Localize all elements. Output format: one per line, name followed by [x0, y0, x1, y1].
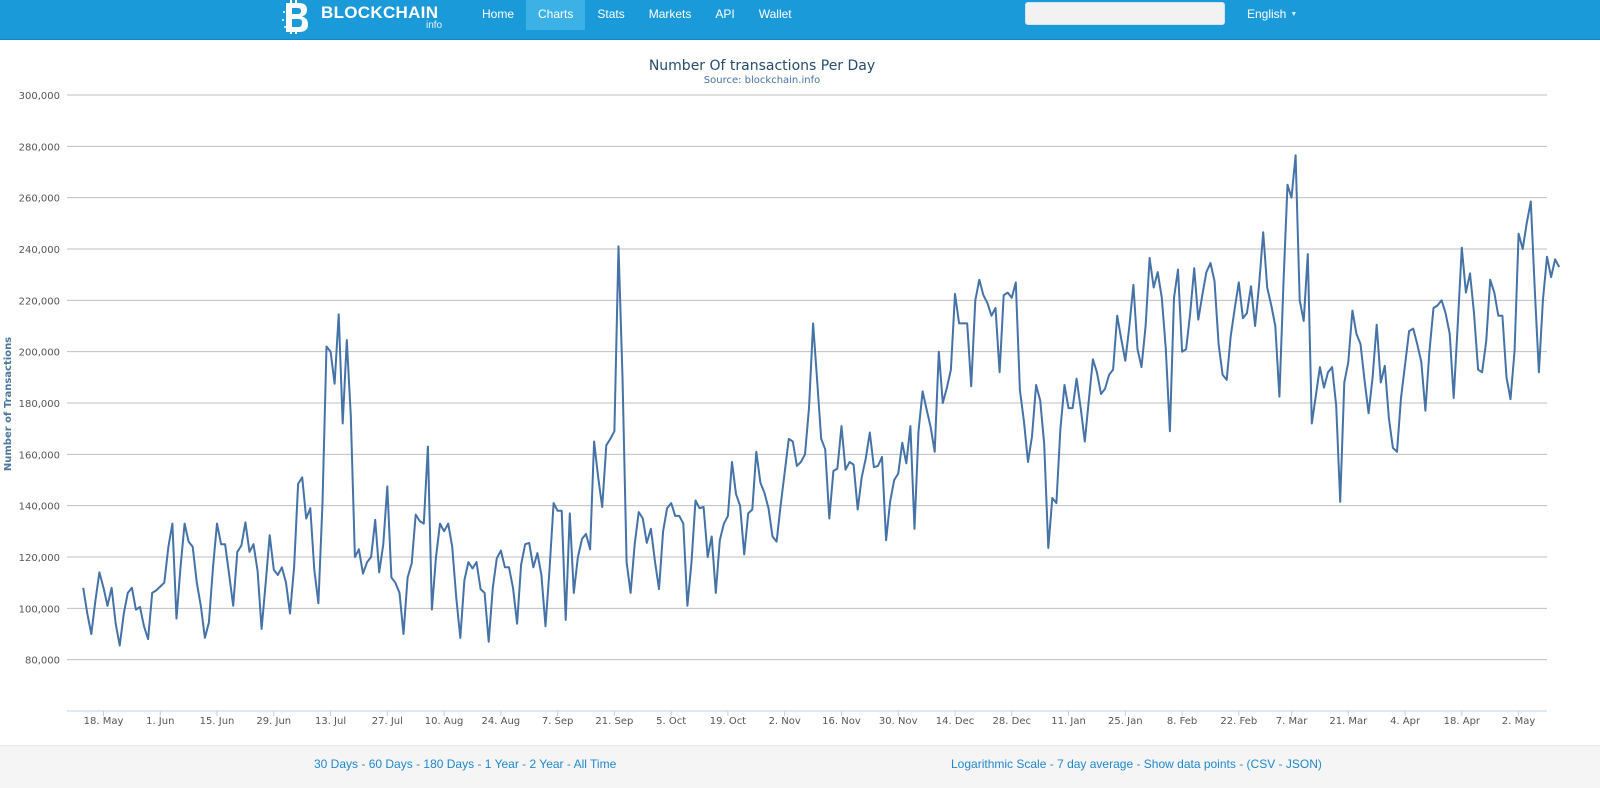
x-tick-label: 29. Jun [256, 716, 291, 727]
y-tick-label: 260,000 [19, 194, 60, 205]
x-tick-label: 22. Feb [1220, 716, 1257, 727]
x-tick-label: 10. Aug [425, 716, 464, 727]
x-tick-label: 16. Nov [822, 716, 861, 727]
range-60-days-link[interactable]: 60 Days [368, 757, 413, 771]
search-input[interactable] [1025, 2, 1225, 25]
y-tick-label: 80,000 [25, 656, 60, 667]
x-tick-label: 28. Dec [993, 716, 1031, 727]
x-tick-label: 7. Mar [1276, 716, 1308, 727]
csv-export-link[interactable]: CSV [1250, 757, 1276, 771]
x-tick-label: 24. Aug [482, 716, 521, 727]
x-tick-label: 18. Apr [1444, 716, 1481, 727]
x-tick-label: 4. Apr [1390, 716, 1421, 727]
logarithmic-scale-link[interactable]: Logarithmic Scale [951, 757, 1047, 771]
brand-subtitle: info [426, 20, 443, 31]
y-tick-labels: 80,000 100,000 120,000 140,000 160,000 180,00… [19, 91, 60, 667]
brand[interactable]: BLOCKCHAIN info [281, 0, 451, 40]
x-tick-label: 2. Nov [769, 716, 801, 727]
nav-item-stats[interactable]: Stats [597, 7, 625, 21]
x-tick-label: 19. Oct [710, 716, 746, 727]
x-tick-label: 27. Jul [372, 716, 403, 727]
range-30-days-link[interactable]: 30 Days [314, 757, 359, 771]
y-tick-label: 140,000 [19, 502, 60, 513]
y-tick-label: 100,000 [19, 604, 60, 615]
range-2-year-link[interactable]: 2 Year [529, 757, 564, 771]
x-tick-label: 5. Oct [656, 716, 686, 727]
x-tick-label: 15. Jun [200, 716, 235, 727]
range-1-year-link[interactable]: 1 Year [484, 757, 519, 771]
nav-item-home[interactable]: Home [482, 7, 515, 21]
nav-item-charts[interactable]: Charts [526, 0, 586, 30]
main-nav: Home Charts Stats Markets API Wallet [470, 0, 804, 30]
x-tick-label: 13. Jul [315, 716, 346, 727]
nav-item-api[interactable]: API [715, 7, 735, 21]
chart-subtitle: Source: blockchain.info [704, 75, 820, 86]
language-dropdown[interactable]: English ▼ [1247, 7, 1297, 21]
grid-lines [67, 94, 1547, 661]
seven-day-average-link[interactable]: 7 day average [1057, 757, 1134, 771]
json-export-link[interactable]: JSON [1285, 757, 1318, 771]
y-tick-label: 280,000 [19, 142, 60, 153]
x-tick-label: 25. Jan [1108, 716, 1143, 727]
time-range-links: 30 Days - 60 Days - 180 Days - 1 Year - … [314, 757, 617, 771]
x-tick-labels: 18. May 1. Jun 15. Jun 29. Jun 13. Jul 27. Ju… [84, 711, 1535, 727]
x-tick-label: 21. Mar [1329, 716, 1368, 727]
x-tick-label: 30. Nov [879, 716, 918, 727]
y-tick-label: 180,000 [19, 399, 60, 410]
x-tick-label: 21. Sep [595, 716, 633, 727]
range-180-days-link[interactable]: 180 Days [423, 757, 475, 771]
chart-option-links: Logarithmic Scale - 7 day average - Show… [951, 757, 1322, 771]
x-tick-label: 8. Feb [1167, 716, 1197, 727]
chevron-down-icon: ▼ [1290, 11, 1298, 18]
y-tick-label: 200,000 [19, 348, 60, 359]
language-label: English [1247, 7, 1287, 21]
y-tick-label: 300,000 [19, 91, 60, 102]
nav-item-wallet[interactable]: Wallet [758, 7, 792, 21]
chart-title: Number Of transactions Per Day [649, 58, 875, 74]
y-tick-label: 220,000 [19, 296, 60, 307]
y-tick-label: 160,000 [19, 450, 60, 461]
x-tick-label: 7. Sep [542, 716, 574, 727]
x-tick-label: 14. Dec [936, 716, 974, 727]
y-axis-label: Number of Transactions [3, 337, 14, 471]
range-all-time-link[interactable]: All Time [573, 757, 617, 771]
y-tick-label: 240,000 [19, 245, 60, 256]
nav-item-markets[interactable]: Markets [648, 7, 692, 21]
y-tick-label: 120,000 [19, 553, 60, 564]
series-line[interactable] [82, 154, 1561, 647]
bitcoin-b-logo-icon [282, 0, 308, 34]
chart-footer: 30 Days - 60 Days - 180 Days - 1 Year - … [0, 745, 1600, 788]
x-tick-label: 18. May [84, 716, 124, 727]
x-tick-label: 2. May [1502, 716, 1535, 727]
brand-name: BLOCKCHAIN [321, 3, 439, 22]
x-tick-label: 11. Jan [1051, 716, 1086, 727]
x-tick-label: 1. Jun [146, 716, 174, 727]
show-data-points-link[interactable]: Show data points [1143, 757, 1236, 771]
top-navbar: BLOCKCHAIN info Home Charts Stats Market… [0, 0, 1600, 40]
transactions-chart: Number Of transactions Per Day Source: b… [3, 58, 1561, 727]
